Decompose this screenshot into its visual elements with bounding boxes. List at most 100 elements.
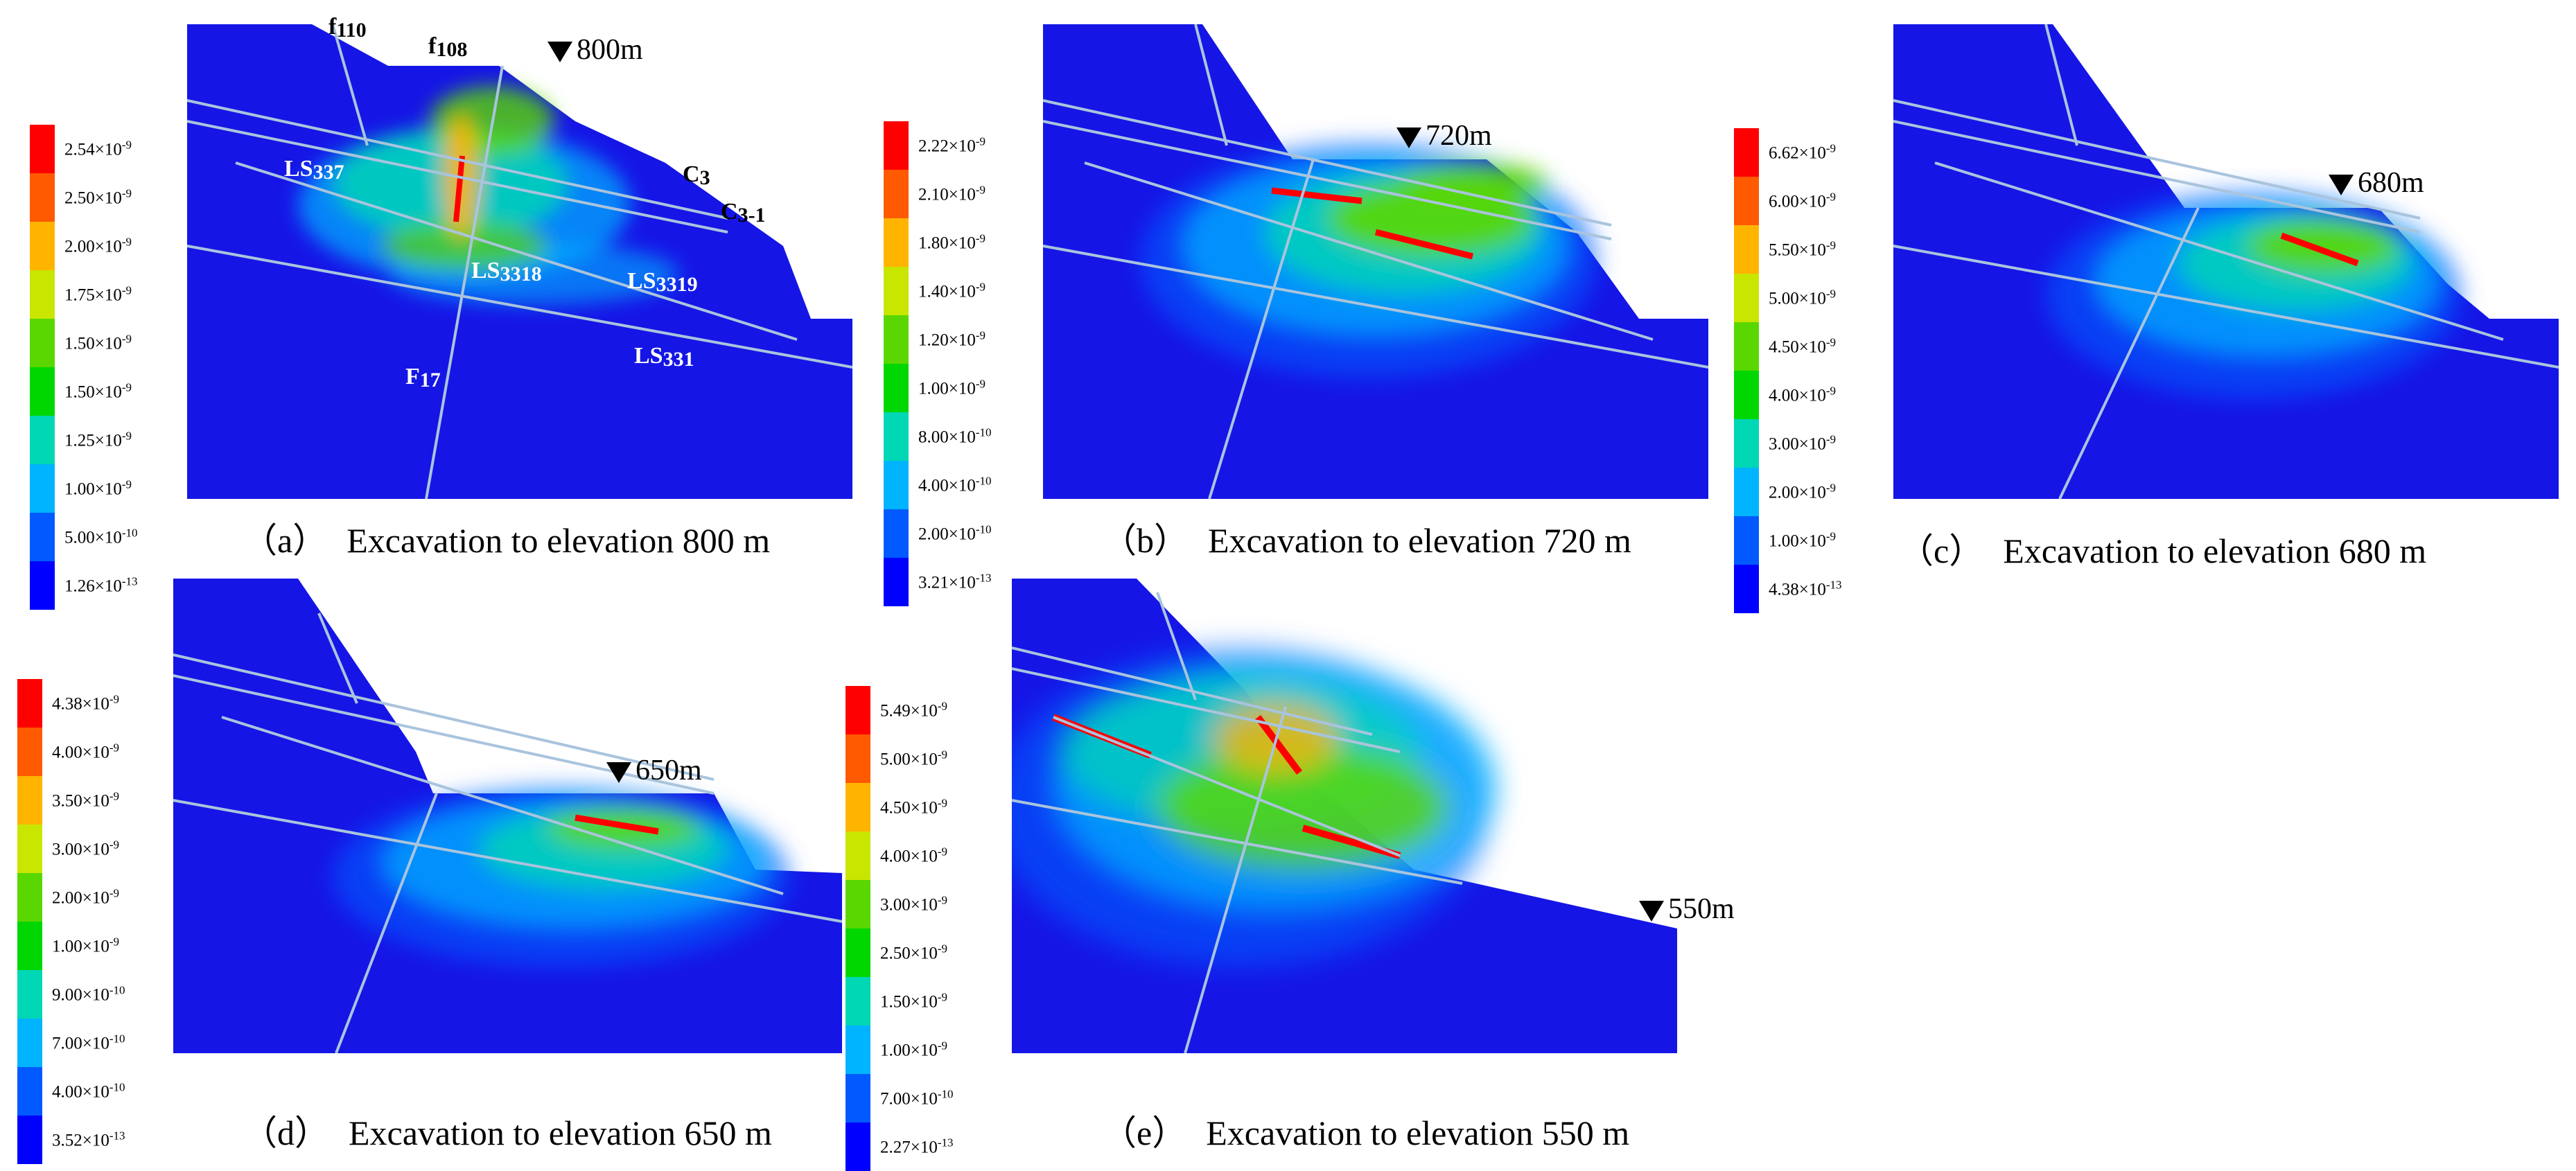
legend-swatch — [30, 222, 55, 270]
legend-swatch — [884, 364, 909, 412]
contour-plot-e — [1012, 579, 1677, 1053]
legend-label: 1.00×10-9 — [64, 477, 132, 499]
fault-label-f108: f108 — [428, 33, 468, 61]
legend-swatch — [1734, 274, 1759, 322]
legend-item: 1.26×10-13 — [30, 561, 196, 610]
legend-label: 1.00×10-9 — [880, 1039, 948, 1060]
legend-swatch — [17, 922, 42, 970]
contour-plot-b — [1043, 24, 1708, 499]
legend-label: 4.00×10-9 — [1769, 384, 1837, 405]
legend-item: 2.27×10-13 — [845, 1122, 1012, 1171]
legend-label: 6.62×10-9 — [1769, 141, 1837, 163]
legend-item: 2.00×10-10 — [884, 509, 1050, 558]
legend-swatch — [884, 170, 909, 218]
legend-label: 1.26×10-13 — [64, 574, 138, 596]
legend-swatch — [845, 928, 870, 977]
legend-label: 4.00×10-10 — [52, 1080, 125, 1102]
elevation-label: 680m — [2358, 167, 2424, 199]
legend-item: 4.00×10-9 — [845, 831, 1012, 880]
legend-swatch — [884, 267, 909, 315]
elevation-marker-e: 550m — [1639, 892, 1735, 926]
caption-letter: （c） — [1899, 531, 1984, 570]
legend-label: 2.00×10-9 — [52, 886, 120, 908]
legend-label: 7.00×10-10 — [52, 1032, 125, 1053]
legend-swatch — [30, 561, 55, 610]
caption-c: （c） Excavation to elevation 680 m — [1899, 523, 2426, 573]
legend-item: 7.00×10-10 — [845, 1074, 1012, 1122]
legend-label: 4.00×10-9 — [880, 845, 948, 866]
fault-lines-a — [187, 24, 852, 499]
legend-label: 4.00×10-10 — [918, 474, 992, 495]
legend-item: 1.75×10-9 — [30, 270, 196, 319]
caption-text: Excavation to elevation 650 m — [349, 1113, 772, 1152]
legend-item: 2.00×10-9 — [17, 873, 184, 922]
legend-item: 1.00×10-9 — [30, 464, 196, 513]
red-stress-band-c — [2280, 232, 2359, 267]
legend-item: 3.50×10-9 — [17, 776, 184, 825]
caption-d: （d） Excavation to elevation 650 m — [243, 1105, 772, 1155]
legend-swatch — [1734, 371, 1759, 419]
legend-swatch — [17, 970, 42, 1019]
elevation-marker-c: 680m — [2329, 166, 2424, 200]
legend-label: 3.21×10-13 — [918, 571, 992, 592]
legend-swatch — [30, 513, 55, 561]
legend-item: 1.20×10-9 — [884, 315, 1050, 364]
legend-label: 2.10×10-9 — [918, 183, 986, 204]
legend-item: 1.50×10-9 — [30, 367, 196, 416]
legend-swatch — [30, 367, 55, 416]
contour-plot-a — [187, 24, 852, 499]
legend-swatch — [884, 412, 909, 461]
stress-zone-b — [1140, 142, 1597, 378]
legend-swatch — [845, 977, 870, 1025]
legend-swatch — [1734, 516, 1759, 565]
legend-item: 5.50×10-9 — [1734, 225, 1900, 274]
legend-item: 2.00×10-9 — [30, 222, 196, 270]
legend-swatch — [17, 776, 42, 825]
legend-item: 1.40×10-9 — [884, 267, 1050, 315]
legend-label: 2.27×10-13 — [880, 1136, 954, 1157]
legend-swatch — [30, 416, 55, 464]
legend-item: 2.22×10-9 — [884, 121, 1050, 170]
legend-item: 3.21×10-13 — [884, 558, 1050, 606]
fault-lines-e — [1012, 592, 1463, 1053]
legend-item: 4.38×10-9 — [17, 679, 184, 728]
caption-letter: （e） — [1102, 1113, 1187, 1152]
legend-label: 1.50×10-9 — [880, 990, 948, 1012]
water-level-triangle-icon — [2329, 175, 2354, 196]
stress-zone-a — [298, 87, 679, 305]
contour-plot-d — [173, 579, 842, 1053]
legend-label: 1.40×10-9 — [918, 280, 986, 301]
legend-swatch — [884, 461, 909, 509]
fault-label-c3-1: C3-1 — [721, 199, 766, 227]
legend-label: 1.20×10-9 — [918, 328, 986, 350]
elevation-marker-d: 650m — [606, 754, 702, 787]
water-level-triangle-icon — [1639, 901, 1664, 922]
legend-item: 4.50×10-9 — [1734, 322, 1900, 371]
legend-label: 1.80×10-9 — [918, 231, 986, 253]
fault-label-ls3319: LS3319 — [627, 268, 698, 296]
legend-label: 2.50×10-9 — [64, 186, 132, 208]
elevation-label: 800m — [577, 34, 643, 66]
legend-item: 3.00×10-9 — [845, 880, 1012, 928]
legend-item: 1.25×10-9 — [30, 416, 196, 464]
legend-label: 4.00×10-9 — [52, 741, 120, 762]
legend-label: 1.00×10-9 — [1769, 529, 1837, 551]
legend-item: 2.54×10-9 — [30, 125, 196, 173]
water-level-triangle-icon — [547, 42, 572, 63]
red-stress-bands-b — [1271, 187, 1474, 260]
legend-swatch — [845, 880, 870, 928]
fault-lines-b — [1043, 24, 1708, 499]
legend-label: 2.50×10-9 — [880, 942, 948, 963]
contour-plot-c — [1893, 24, 2559, 499]
legend-item: 5.00×10-9 — [1734, 274, 1900, 322]
elevation-label: 720m — [1426, 120, 1492, 152]
legend-item: 6.62×10-9 — [1734, 128, 1900, 177]
legend-item: 1.50×10-9 — [845, 977, 1012, 1025]
legend-item: 3.52×10-13 — [17, 1116, 184, 1164]
stress-zone-d — [333, 786, 790, 967]
legend-label: 5.50×10-9 — [1769, 238, 1837, 260]
legend-item: 1.00×10-9 — [884, 364, 1050, 412]
legend-swatch — [30, 319, 55, 367]
legend-item: 1.00×10-9 — [845, 1025, 1012, 1074]
legend-swatch — [845, 831, 870, 880]
